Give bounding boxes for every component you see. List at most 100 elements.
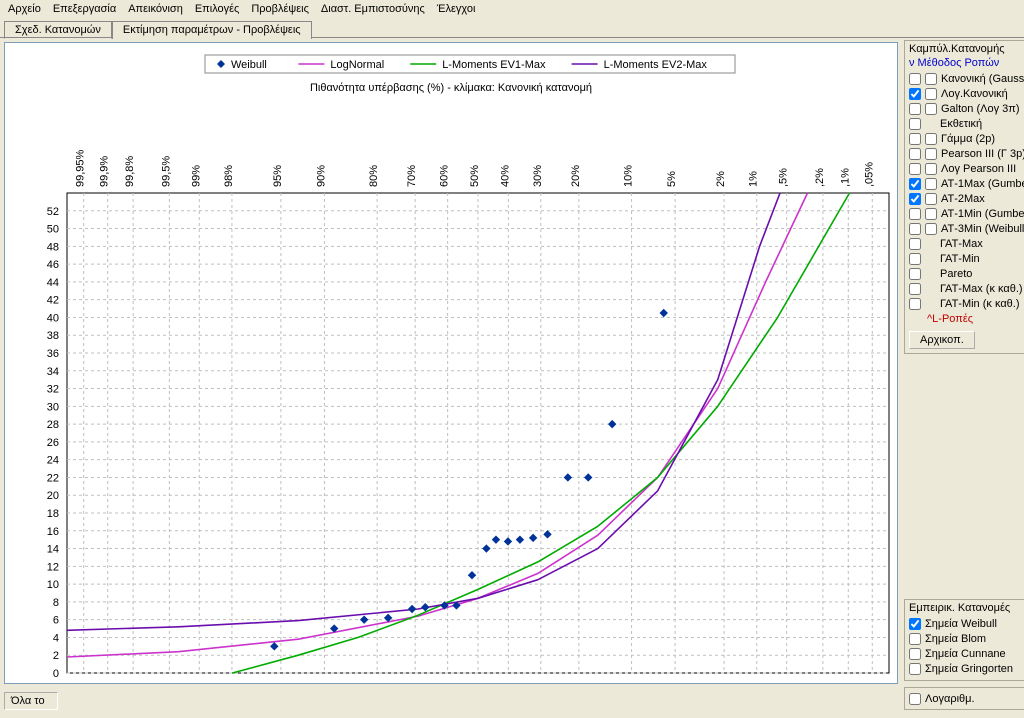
svg-text:98%: 98%	[223, 165, 235, 187]
svg-text:95%: 95%	[272, 165, 284, 187]
dist-check-moments[interactable]	[909, 73, 921, 85]
dist-label: Γάμμα (2p)	[941, 133, 995, 145]
dist-label: Galton (Λογ 3π)	[941, 103, 1020, 115]
l-moments-label: ^L-Ροπές	[927, 313, 1024, 325]
dist-label: ΓΑΤ-Max (κ καθ.)	[940, 283, 1023, 295]
svg-text:80%: 80%	[368, 165, 380, 187]
svg-text:,05%: ,05%	[863, 162, 875, 187]
svg-text:20: 20	[47, 490, 59, 502]
svg-text:70%: 70%	[406, 165, 418, 187]
group-title: Καμπύλ.Κατανομής	[909, 43, 1024, 55]
svg-text:18: 18	[47, 508, 59, 520]
dist-label: Λογ.Κανονική	[941, 88, 1008, 100]
emp-check[interactable]	[909, 618, 921, 630]
svg-text:50: 50	[47, 224, 59, 236]
dist-check-moments[interactable]	[909, 193, 921, 205]
svg-text:10: 10	[47, 579, 59, 591]
menu-item[interactable]: Έλεγχοι	[437, 3, 476, 15]
dist-label: ΑΤ-3Min (Weibull)	[941, 223, 1024, 235]
dist-check-moments[interactable]	[909, 253, 921, 265]
dist-check-lmoments[interactable]	[925, 133, 937, 145]
dist-check-lmoments[interactable]	[925, 88, 937, 100]
svg-text:99,9%: 99,9%	[99, 156, 111, 187]
dist-check-lmoments[interactable]	[925, 193, 937, 205]
dist-label: Λογ Pearson III	[941, 163, 1016, 175]
emp-label: Σημεία Cunnane	[925, 648, 1006, 660]
svg-text:20%: 20%	[570, 165, 582, 187]
group-distributions: Καμπύλ.Κατανομής ν Μέθοδος Ροπών Κανονικ…	[904, 40, 1024, 354]
dist-label: ΑΤ-1Min (Gumbel)	[941, 208, 1024, 220]
svg-text:30%: 30%	[532, 165, 544, 187]
svg-text:6: 6	[53, 615, 59, 627]
method-label: ν Μέθοδος Ροπών	[909, 57, 1024, 69]
plot-column: WeibullLogNormalL-Moments EV1-MaxL-Momen…	[0, 38, 902, 718]
emp-check[interactable]	[909, 648, 921, 660]
menu-item[interactable]: Αρχείο	[8, 3, 41, 15]
dist-check-moments[interactable]	[909, 208, 921, 220]
dist-check-moments[interactable]	[909, 238, 921, 250]
dist-check-lmoments[interactable]	[925, 148, 937, 160]
workarea: WeibullLogNormalL-Moments EV1-MaxL-Momen…	[0, 38, 1024, 718]
dist-check-moments[interactable]	[909, 223, 921, 235]
menu-item[interactable]: Επιλογές	[195, 3, 240, 15]
dist-check-moments[interactable]	[909, 178, 921, 190]
dist-check-moments[interactable]	[909, 88, 921, 100]
svg-text:0: 0	[53, 668, 59, 680]
svg-text:26: 26	[47, 437, 59, 449]
dist-check-moments[interactable]	[909, 118, 921, 130]
dist-check-moments[interactable]	[909, 103, 921, 115]
svg-text:99,5%: 99,5%	[160, 156, 172, 187]
menu-item[interactable]: Απεικόνιση	[128, 3, 183, 15]
tabstrip: Σχεδ. Κατανομών Εκτίμηση παραμέτρων - Πρ…	[0, 18, 1024, 38]
dist-check-lmoments[interactable]	[925, 223, 937, 235]
probability-plot: WeibullLogNormalL-Moments EV1-MaxL-Momen…	[5, 43, 897, 683]
svg-text:2%: 2%	[715, 171, 727, 187]
emp-label: Σημεία Weibull	[925, 618, 997, 630]
svg-text:40%: 40%	[499, 165, 511, 187]
group-empirical-title: Εμπειρικ. Κατανομές	[909, 602, 1024, 614]
emp-check[interactable]	[909, 663, 921, 675]
emp-check[interactable]	[909, 633, 921, 645]
menu-item[interactable]: Προβλέψεις	[251, 3, 309, 15]
svg-text:4: 4	[53, 632, 59, 644]
svg-text:34: 34	[47, 366, 59, 378]
svg-text:50%: 50%	[469, 165, 481, 187]
dist-check-lmoments[interactable]	[925, 178, 937, 190]
reset-button[interactable]: Αρχικοπ.	[909, 331, 975, 349]
menu-item[interactable]: Διαστ. Εμπιστοσύνης	[321, 3, 425, 15]
dist-check-lmoments[interactable]	[925, 73, 937, 85]
svg-text:2: 2	[53, 650, 59, 662]
dist-label: Pareto	[940, 268, 972, 280]
svg-text:99,95%: 99,95%	[75, 149, 87, 187]
svg-text:,2%: ,2%	[814, 168, 826, 187]
dist-check-lmoments[interactable]	[925, 103, 937, 115]
group-log: Λογαριθμ.	[904, 687, 1024, 710]
dist-check-moments[interactable]	[909, 283, 921, 295]
svg-text:60%: 60%	[439, 165, 451, 187]
svg-text:30: 30	[47, 401, 59, 413]
dist-check-lmoments[interactable]	[925, 163, 937, 175]
dist-label: Κανονική (Gauss)	[941, 73, 1024, 85]
dist-label: Pearson III (Γ 3p)	[941, 148, 1024, 160]
dist-check-moments[interactable]	[909, 298, 921, 310]
dist-check-moments[interactable]	[909, 163, 921, 175]
svg-text:46: 46	[47, 259, 59, 271]
tab-estimation[interactable]: Εκτίμηση παραμέτρων - Προβλέψεις	[112, 21, 312, 39]
dist-check-moments[interactable]	[909, 268, 921, 280]
plot-panel: WeibullLogNormalL-Moments EV1-MaxL-Momen…	[4, 42, 898, 684]
svg-text:,1%: ,1%	[839, 168, 851, 187]
svg-text:44: 44	[47, 277, 59, 289]
svg-text:48: 48	[47, 241, 59, 253]
dist-check-moments[interactable]	[909, 133, 921, 145]
svg-text:42: 42	[47, 295, 59, 307]
svg-text:1%: 1%	[748, 171, 760, 187]
svg-text:LogNormal: LogNormal	[330, 59, 384, 71]
emp-label: Σημεία Blom	[925, 633, 986, 645]
dist-check-lmoments[interactable]	[925, 208, 937, 220]
dist-check-moments[interactable]	[909, 148, 921, 160]
svg-text:L-Moments EV2-Max: L-Moments EV2-Max	[604, 59, 708, 71]
log-checkbox[interactable]	[909, 693, 921, 705]
menu-item[interactable]: Επεξεργασία	[53, 3, 116, 15]
tab-distributions[interactable]: Σχεδ. Κατανομών	[4, 21, 112, 39]
status-bar: Όλα το	[4, 692, 58, 710]
